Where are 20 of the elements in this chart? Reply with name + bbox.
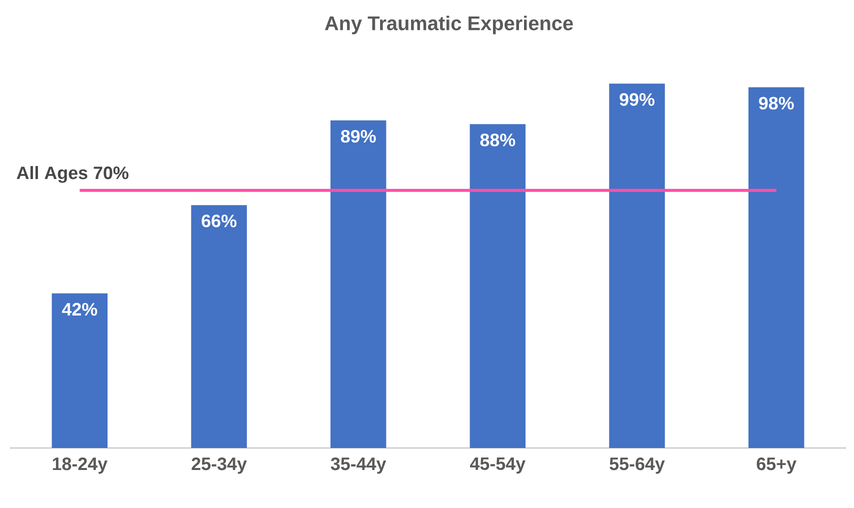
chart-title: Any Traumatic Experience bbox=[324, 16, 573, 34]
data-label: 88% bbox=[480, 134, 516, 146]
data-label: 89% bbox=[340, 130, 376, 143]
bar bbox=[52, 293, 108, 448]
x-tick-label: 35-44y bbox=[330, 457, 386, 474]
x-tick-label: 25-34y bbox=[192, 457, 247, 474]
bar bbox=[609, 84, 665, 448]
x-tick-label: 55-64y bbox=[610, 457, 665, 474]
data-label: 99% bbox=[620, 93, 654, 106]
x-tick-label: 18-24y bbox=[52, 457, 108, 474]
bar bbox=[191, 205, 247, 448]
data-label: 66% bbox=[202, 214, 236, 228]
x-tick-label: 45-54y bbox=[470, 458, 526, 474]
bar bbox=[470, 124, 526, 448]
bar bbox=[748, 87, 804, 448]
data-label: 42% bbox=[62, 302, 98, 316]
ref-line-label: All Ages 70% bbox=[16, 166, 128, 183]
bar bbox=[330, 120, 386, 448]
data-label: 98% bbox=[759, 96, 794, 110]
x-tick-label: 65+y bbox=[756, 457, 796, 474]
